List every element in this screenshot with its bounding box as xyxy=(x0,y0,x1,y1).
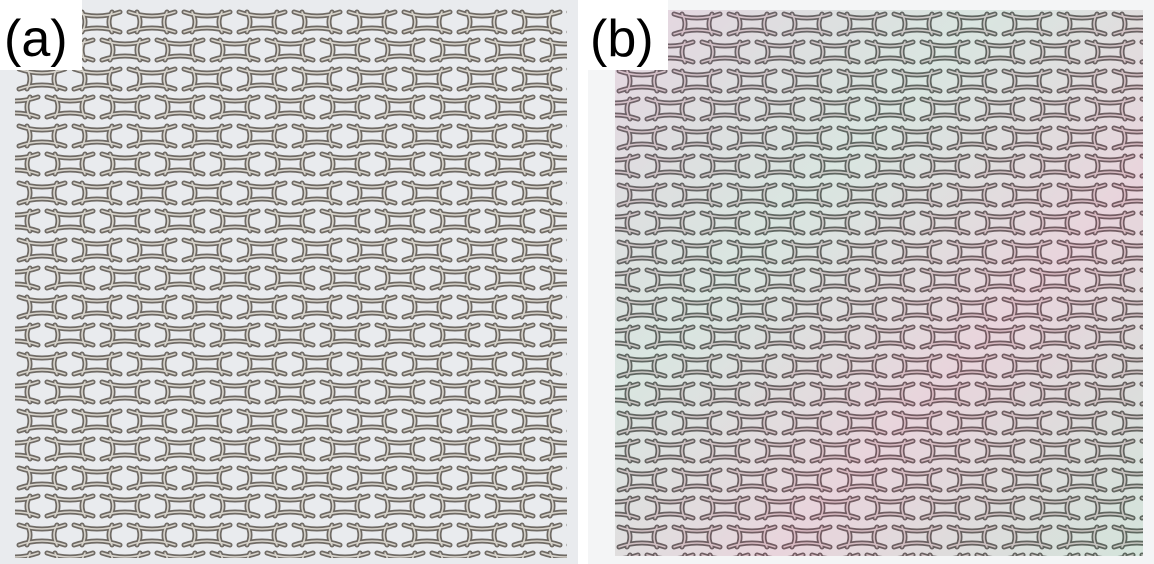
figure: (a) (b) xyxy=(0,0,1154,564)
panel-label: (a) xyxy=(4,10,68,68)
panel-b: (b) xyxy=(588,0,1154,564)
tint xyxy=(615,10,1143,556)
mesh xyxy=(15,8,567,558)
panel-a: (a) xyxy=(0,0,578,564)
page: (a) (b) (() => { const data = JSON.parse… xyxy=(0,0,1154,564)
panel-label: (b) xyxy=(590,10,654,68)
